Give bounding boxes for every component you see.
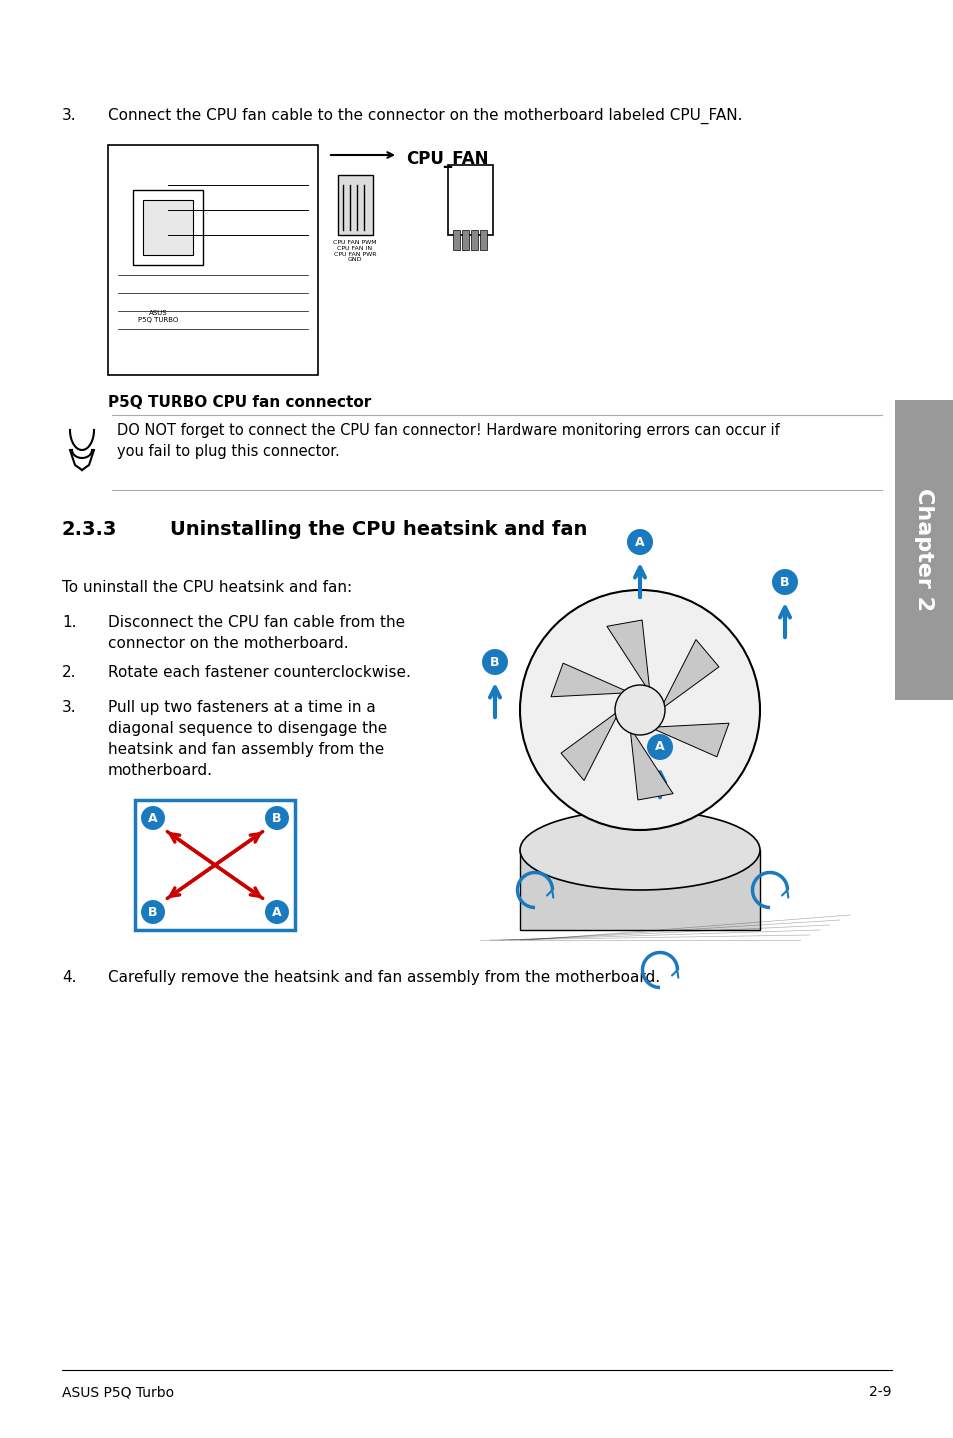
Text: CPU FAN PWM
CPU FAN IN
CPU FAN PWR
GND: CPU FAN PWM CPU FAN IN CPU FAN PWR GND <box>333 240 376 262</box>
Text: A: A <box>148 811 157 824</box>
Text: 2-9: 2-9 <box>868 1385 891 1399</box>
Text: Uninstalling the CPU heatsink and fan: Uninstalling the CPU heatsink and fan <box>170 521 587 539</box>
Text: B: B <box>272 811 281 824</box>
Text: CPU_FAN: CPU_FAN <box>406 150 488 168</box>
Text: Pull up two fasteners at a time in a
diagonal sequence to disengage the
heatsink: Pull up two fasteners at a time in a dia… <box>108 700 387 778</box>
Circle shape <box>265 900 289 925</box>
Text: To uninstall the CPU heatsink and fan:: To uninstall the CPU heatsink and fan: <box>62 580 352 595</box>
Text: B: B <box>490 656 499 669</box>
FancyBboxPatch shape <box>108 145 317 375</box>
Text: 4.: 4. <box>62 971 76 985</box>
FancyBboxPatch shape <box>135 800 294 930</box>
Text: 3.: 3. <box>62 108 76 124</box>
Circle shape <box>771 569 797 595</box>
Text: A: A <box>655 741 664 754</box>
Polygon shape <box>606 620 649 693</box>
Text: Carefully remove the heatsink and fan assembly from the motherboard.: Carefully remove the heatsink and fan as… <box>108 971 659 985</box>
Circle shape <box>141 900 165 925</box>
Text: ASUS
P5Q TURBO: ASUS P5Q TURBO <box>138 311 178 324</box>
Text: B: B <box>780 575 789 588</box>
Text: Rotate each fastener counterclockwise.: Rotate each fastener counterclockwise. <box>108 664 411 680</box>
FancyBboxPatch shape <box>448 165 493 234</box>
Text: 2.: 2. <box>62 664 76 680</box>
Text: A: A <box>272 906 281 919</box>
Text: A: A <box>635 535 644 548</box>
Circle shape <box>265 807 289 830</box>
Circle shape <box>615 684 664 735</box>
Circle shape <box>481 649 507 674</box>
Text: DO NOT forget to connect the CPU fan connector! Hardware monitoring errors can o: DO NOT forget to connect the CPU fan con… <box>117 423 779 459</box>
Circle shape <box>626 529 652 555</box>
FancyBboxPatch shape <box>132 190 203 265</box>
FancyBboxPatch shape <box>471 230 477 250</box>
Text: Connect the CPU fan cable to the connector on the motherboard labeled CPU_FAN.: Connect the CPU fan cable to the connect… <box>108 108 741 124</box>
Text: Disconnect the CPU fan cable from the
connector on the motherboard.: Disconnect the CPU fan cable from the co… <box>108 615 405 651</box>
Ellipse shape <box>519 810 760 890</box>
Polygon shape <box>560 710 619 781</box>
FancyBboxPatch shape <box>337 175 373 234</box>
Text: ASUS P5Q Turbo: ASUS P5Q Turbo <box>62 1385 174 1399</box>
FancyBboxPatch shape <box>519 850 760 930</box>
FancyBboxPatch shape <box>461 230 469 250</box>
Text: 3.: 3. <box>62 700 76 715</box>
FancyBboxPatch shape <box>143 200 193 255</box>
Circle shape <box>519 590 760 830</box>
Polygon shape <box>659 640 719 710</box>
Polygon shape <box>629 728 673 800</box>
FancyBboxPatch shape <box>479 230 486 250</box>
Text: 1.: 1. <box>62 615 76 630</box>
FancyBboxPatch shape <box>894 400 953 700</box>
Polygon shape <box>551 663 629 697</box>
Text: Chapter 2: Chapter 2 <box>913 489 933 611</box>
Text: P5Q TURBO CPU fan connector: P5Q TURBO CPU fan connector <box>108 395 371 410</box>
Circle shape <box>141 807 165 830</box>
Text: B: B <box>148 906 157 919</box>
FancyBboxPatch shape <box>453 230 459 250</box>
Circle shape <box>646 733 672 761</box>
Text: 2.3.3: 2.3.3 <box>62 521 117 539</box>
Polygon shape <box>649 723 728 756</box>
